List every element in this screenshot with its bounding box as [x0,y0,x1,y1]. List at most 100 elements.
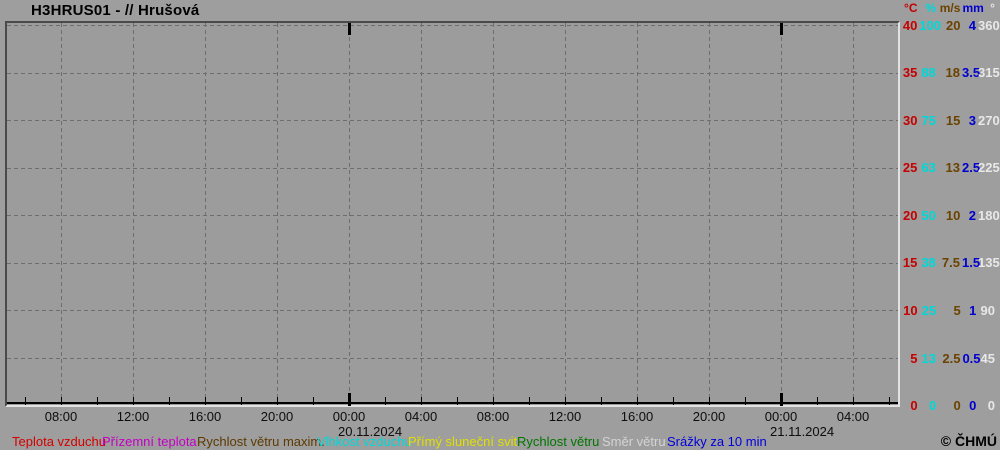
gridline-horizontal [7,72,898,74]
axis-unit-label: % [925,1,937,15]
x-axis-date: 20.11.2024 [338,424,403,439]
axis-tick-value: 0 [969,398,977,414]
axis-tick-value: 1 [969,302,977,318]
x-axis-label: 12:00 [116,409,150,424]
x-axis-label: 08:00 [476,409,510,424]
axis-tick-value: 0 [928,398,937,414]
x-axis-tick [313,397,314,405]
axis-unit-label: m/s [939,1,961,15]
axis-tick-value: 10 [945,207,961,223]
axis-tick-value: 3 [968,112,976,128]
axis-tick-value: 4 [968,17,976,33]
axis-tick-value: 180 [978,207,1000,223]
x-axis-tick [529,397,530,405]
x-axis-tick [853,397,854,405]
legend-item: Rychlost větru [517,434,600,449]
x-axis-tick [745,397,746,405]
axis-tick-value: 75 [921,112,937,128]
x-axis-tick [493,397,494,405]
axis-tick-value: 1.5 [962,255,981,271]
x-axis-label: 16:00 [620,409,654,424]
axis-tick-value: 3.5 [962,65,981,81]
legend-item: Vlhkost vzduchu [317,434,412,449]
x-axis-label: 20:00 [260,409,294,424]
axis-tick-value: 50 [921,207,937,223]
x-axis-label: 00:00 [764,409,798,424]
x-axis-tick [709,397,710,405]
axis-tick-value: 7.5 [941,255,960,271]
right-axis-tick-row: 35 88 18 3.5 315 [899,65,1000,81]
midnight-tick [780,393,783,406]
axis-tick-value: 270 [978,112,1000,128]
gridline-horizontal [7,358,898,360]
axis-tick-value: 135 [978,255,1000,271]
x-axis-label: 16:00 [188,409,222,424]
axis-unit-label: mm [962,1,984,15]
x-axis-tick [133,397,134,405]
right-axis: °C% m/s mm ° 40 100 20 4 360 35 88 18 3.5 315 30 75 15 3 2… [899,0,1000,420]
x-axis-date: 21.11.2024 [770,424,835,439]
axis-tick-value: 360 [978,17,1000,33]
x-axis-tick [61,397,62,405]
axis-tick-value: 18 [945,65,960,81]
legend: Teplota vzduchu Přízemní teplota Rychlost … [0,434,1000,450]
x-axis-tick [889,397,890,405]
x-axis-label: 04:00 [404,409,438,424]
axis-tick-value: 88 [921,65,936,81]
legend-item: Teplota vzduchu [12,434,106,449]
right-axis-tick-row: 10 25 5 1 90 [899,303,995,318]
axis-unit-label: °C [904,1,918,15]
gridline-vertical [205,23,206,405]
gridline-vertical [781,23,782,405]
axis-tick-value: 5 [953,302,961,318]
x-axis-tick [277,397,278,405]
axis-tick-value: 0.5 [962,350,981,366]
axis-tick-value: 15 [945,112,961,128]
x-axis-labels: 08:00 12:00 16:00 20:00 00:00 04:00 08:00 12:00… [0,409,1000,441]
axis-tick-value: 38 [921,255,936,271]
x-axis-tick [421,397,422,405]
gridline-vertical [61,23,62,405]
midnight-top-tick [348,23,351,35]
right-axis-tick-row: 20 50 10 2 180 [899,207,1000,223]
gridline-horizontal [7,310,898,312]
x-axis-tick [169,397,170,405]
x-axis-line [7,402,898,404]
x-axis-label: 08:00 [44,409,78,424]
axis-unit-label: ° [990,1,995,15]
axis-tick-value: 20 [903,207,918,223]
right-axis-units: °C% m/s mm ° [899,1,995,16]
midnight-top-tick [780,23,783,35]
axis-tick-value: 225 [978,160,1000,176]
gridline-horizontal [7,262,898,264]
x-axis-tick [241,397,242,405]
right-axis-tick-row: 5 13 2.5 0.5 45 [899,351,995,366]
gridline-vertical [277,23,278,405]
axis-tick-value: 2 [968,207,976,223]
midnight-tick [348,393,351,406]
axis-tick-value: 15 [902,255,918,271]
gridline-vertical [349,23,350,405]
gridline-horizontal [7,167,898,169]
axis-tick-value: 315 [978,65,1000,81]
axis-tick-value: 40 [902,17,918,33]
right-axis-tick-row: 25 63 13 2.5 225 [899,160,1000,176]
gridline-vertical [133,23,134,405]
copyright: © ČHMÚ [940,433,997,449]
legend-item: Přízemní teplota [102,434,197,449]
gridline-vertical [421,23,422,405]
axis-tick-value: 30 [903,112,918,128]
right-axis-tick-row: 30 75 15 3 270 [899,112,1000,128]
legend-item: Přímý sluneční svit [408,434,518,449]
x-axis-label: 04:00 [836,409,870,424]
axis-tick-value: 0 [987,398,995,414]
axis-tick-value: 25 [921,302,937,318]
gridline-horizontal [7,25,898,26]
right-axis-tick-row: 15 38 7.5 1.5 135 [899,255,1000,271]
axis-tick-value: 45 [980,350,995,366]
gridline-horizontal [7,215,898,217]
gridline-vertical [853,23,854,405]
axis-tick-value: 2.5 [962,160,981,176]
axis-tick-value: 100 [919,17,942,33]
x-axis-tick [817,397,818,405]
